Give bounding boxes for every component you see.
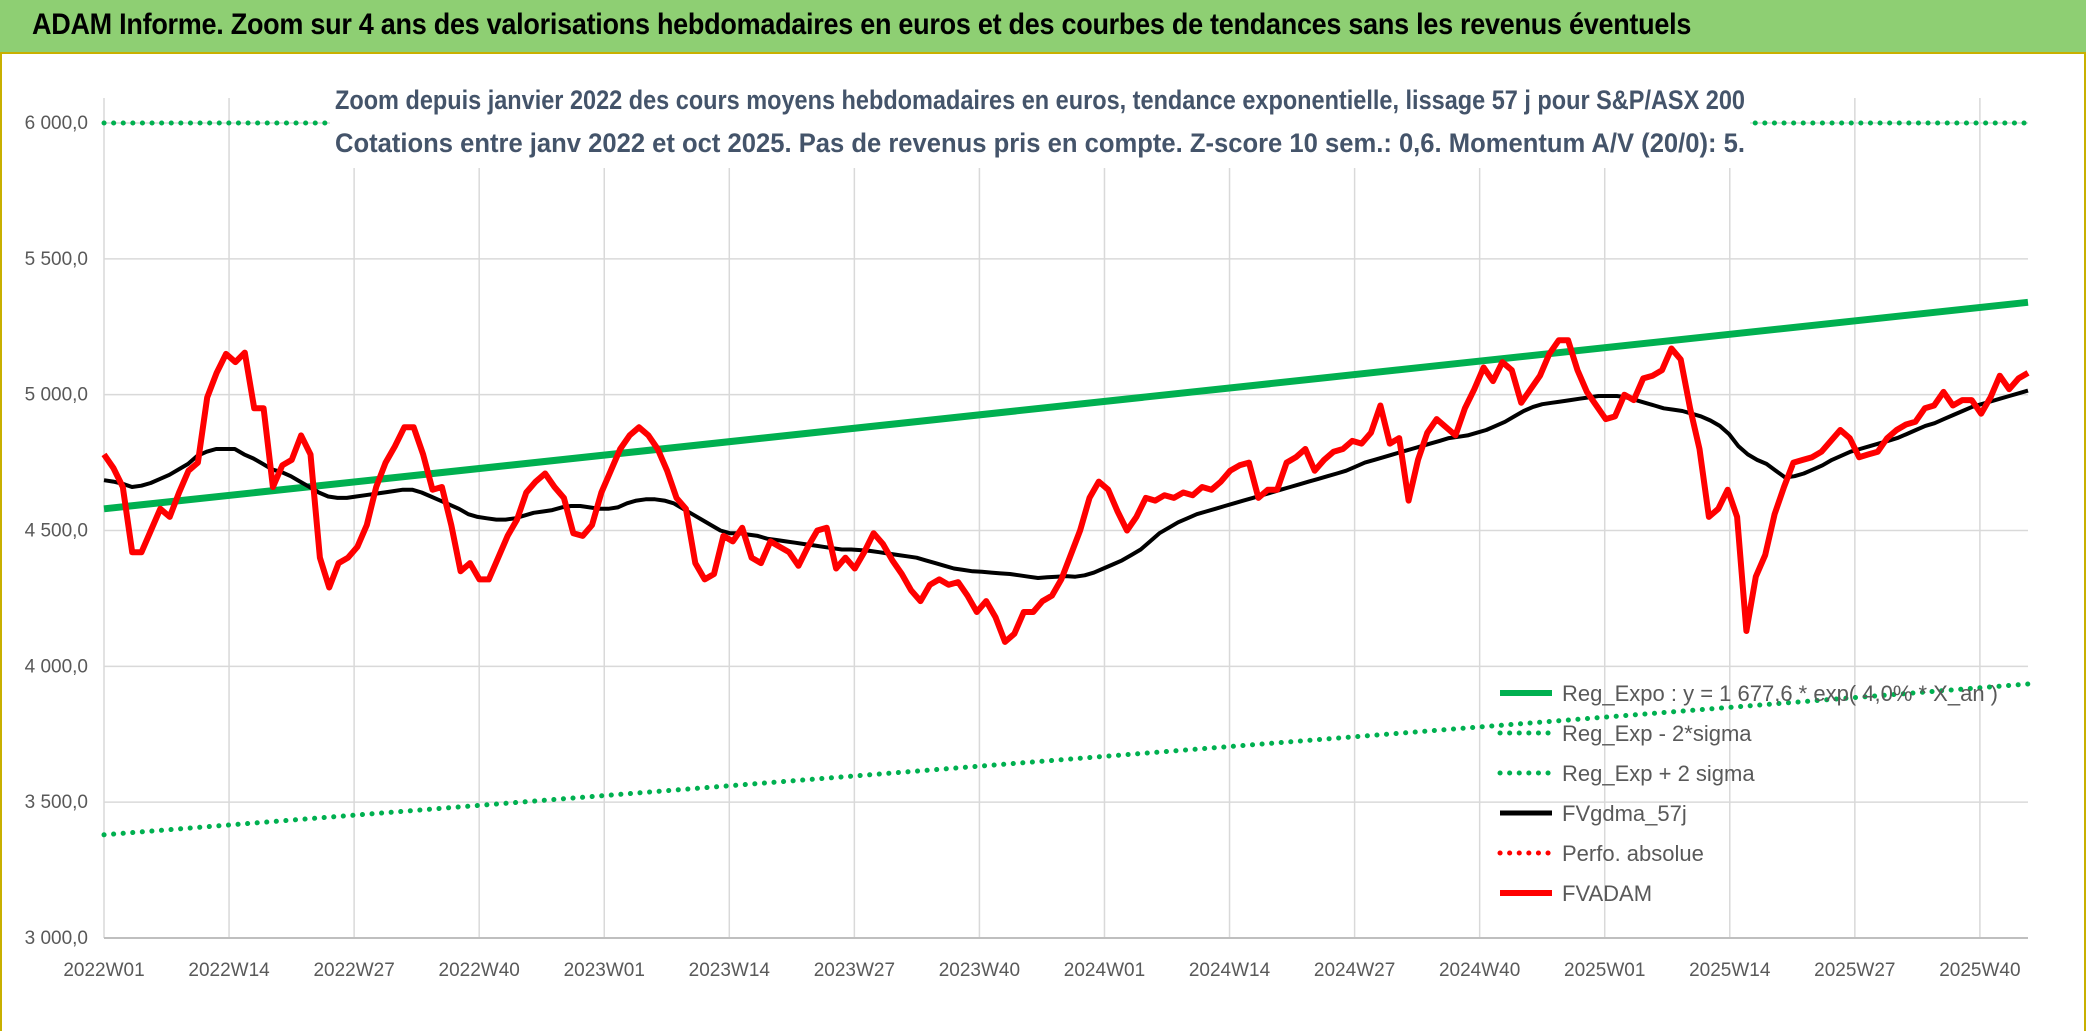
x-tick-label: 2024W01 xyxy=(1064,960,1145,981)
x-tick-label: 2024W40 xyxy=(1439,960,1520,981)
y-tick-label: 4 000,0 xyxy=(25,656,88,677)
x-tick-label: 2025W27 xyxy=(1814,960,1895,981)
x-tick-label: 2023W40 xyxy=(939,960,1020,981)
x-tick-label: 2022W01 xyxy=(63,960,144,981)
legend-label: Reg_Exp - 2*sigma xyxy=(1562,721,1752,746)
x-tick-label: 2024W27 xyxy=(1314,960,1395,981)
y-tick-label: 6 000,0 xyxy=(25,113,88,134)
series-line xyxy=(101,681,2031,838)
x-tick-label: 2023W27 xyxy=(814,960,895,981)
legend-label: Reg_Exp + 2 sigma xyxy=(1562,761,1755,786)
y-tick-label: 5 000,0 xyxy=(25,385,88,406)
series-line xyxy=(103,298,2029,513)
x-tick-label: 2024W14 xyxy=(1189,960,1271,981)
legend: Reg_Expo : y = 1 677,6 * exp( 4,0% * X_a… xyxy=(1497,681,1998,906)
report-header: ADAM Informe. Zoom sur 4 ans des valoris… xyxy=(0,0,2086,54)
legend-label: FVADAM xyxy=(1562,881,1652,906)
x-tick-label: 2025W14 xyxy=(1689,960,1771,981)
y-tick-label: 3 000,0 xyxy=(25,928,88,949)
x-tick-label: 2023W14 xyxy=(689,960,771,981)
axes: 3 000,0 3 500,0 4 000,0 4 500,0 5 000,0 5 500… xyxy=(25,113,2028,981)
chart-titles: Zoom depuis janvier 2022 des cours moyen… xyxy=(330,76,1750,168)
y-tick-label: 3 500,0 xyxy=(25,792,88,813)
x-tick-label: 2025W01 xyxy=(1564,960,1645,981)
x-tick-label: 2022W27 xyxy=(313,960,394,981)
x-tick-label: 2025W40 xyxy=(1939,960,2020,981)
series-line xyxy=(101,337,2030,645)
chart-subtitle: Cotations entre janv 2022 et oct 2025. P… xyxy=(335,128,1745,158)
report-title: ADAM Informe. Zoom sur 4 ans des valoris… xyxy=(32,8,1692,41)
x-tick-label: 2023W01 xyxy=(564,960,645,981)
title-background xyxy=(330,76,1750,168)
legend-label: Perfo. absolue xyxy=(1562,841,1704,866)
x-tick-label: 2022W40 xyxy=(439,960,520,981)
series-line xyxy=(103,388,2029,580)
x-tick-label: 2022W14 xyxy=(188,960,270,981)
legend-label: FVgdma_57j xyxy=(1562,801,1687,826)
y-tick-label: 5 500,0 xyxy=(25,249,88,270)
chart-frame xyxy=(0,54,2086,1031)
chart-title: Zoom depuis janvier 2022 des cours moyen… xyxy=(335,85,1745,115)
y-tick-label: 4 500,0 xyxy=(25,521,88,542)
legend-label: Reg_Expo : y = 1 677,6 * exp( 4,0% * X_a… xyxy=(1562,681,1998,706)
